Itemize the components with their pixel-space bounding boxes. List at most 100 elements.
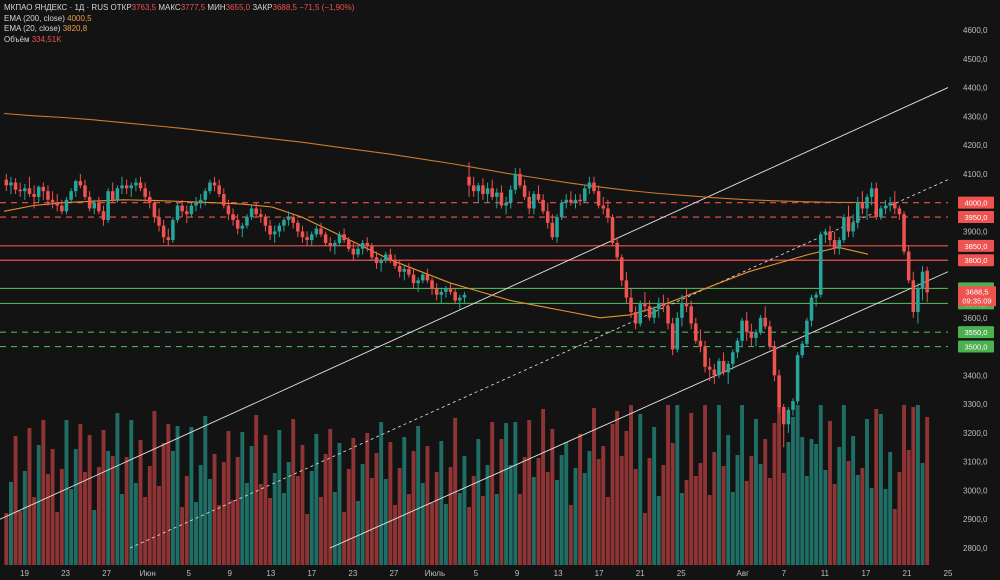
volume-bar [41, 420, 46, 565]
volume-bar [342, 512, 347, 565]
volume-bar [888, 452, 893, 565]
date-tick-label: Июн [140, 569, 156, 578]
candle-body [263, 217, 268, 226]
volume-bar [416, 426, 421, 565]
channel-upper-line [0, 87, 949, 520]
date-tick-label: 9 [228, 569, 233, 578]
volume-bar [457, 493, 462, 565]
ema20-row[interactable]: EMA (20, close) 3820,8 [4, 24, 88, 33]
candle-body [411, 274, 416, 284]
candle-body [171, 219, 175, 241]
candle-body [545, 211, 550, 223]
volume-bar [504, 423, 509, 565]
volume-bar [32, 497, 37, 565]
candle-body [421, 274, 425, 281]
candle-body [323, 234, 328, 243]
candle-body [527, 196, 531, 209]
candle-body [235, 219, 240, 229]
candle-body [916, 289, 920, 313]
volume-bar [823, 470, 828, 565]
candle-body [856, 202, 860, 223]
volume-bar [286, 462, 291, 565]
candle-body [657, 303, 661, 310]
open-value: 3763,5 [131, 3, 157, 12]
candle-body [485, 188, 490, 195]
volume-bar [231, 500, 236, 565]
candle-body [888, 202, 892, 206]
volume-bar [439, 441, 444, 565]
volume-bar [184, 476, 189, 565]
candle-body [342, 234, 346, 241]
volume-bar [578, 434, 583, 565]
candle-body [231, 214, 235, 220]
volume-bar [855, 475, 860, 565]
volume-bar [749, 456, 754, 565]
candle-body [522, 185, 527, 197]
price-tick-label: 3300,0 [963, 400, 988, 409]
candle-body [143, 188, 147, 197]
volume-bar [837, 447, 842, 565]
candle-body [744, 320, 749, 333]
candlesticks [4, 162, 929, 448]
candle-body [379, 260, 383, 264]
volume-bar [319, 497, 323, 565]
volume-row[interactable]: Объём 334,51K [4, 34, 62, 44]
volume-bar [624, 431, 629, 565]
ema200-row[interactable]: EMA (200, close) 4000,5 [4, 13, 92, 23]
candle-body [138, 182, 143, 189]
volume-bar [670, 443, 675, 565]
symbol-name[interactable]: МКПАО ЯНДЕКС · 1Д · RUS [4, 3, 109, 12]
date-tick-label: 9 [515, 569, 520, 578]
volume-bar [545, 472, 550, 565]
date-tick-label: 25 [944, 569, 953, 578]
candle-body [467, 176, 471, 186]
volume-bar [652, 427, 657, 565]
volume-bar [46, 474, 50, 565]
candle-body [115, 188, 120, 200]
candle-body [504, 202, 508, 206]
volume-bar [96, 467, 101, 565]
candle-body [434, 289, 439, 295]
candle-body [893, 202, 897, 209]
date-tick-label: 17 [307, 569, 316, 578]
candle-body [346, 240, 351, 249]
volume-bar [129, 420, 134, 565]
volume-bar [36, 445, 41, 565]
candle-body [78, 181, 83, 186]
volume-bar [675, 405, 680, 565]
volume-bar [740, 405, 745, 565]
volume-bar [485, 465, 490, 565]
price-tick-label: 2900,0 [963, 515, 988, 524]
volume-bar [499, 439, 504, 565]
candle-body [305, 237, 309, 241]
candle-body [476, 185, 481, 192]
level-badge-label: 4000,0 [965, 199, 988, 208]
candle-body [911, 280, 916, 313]
candle-body [259, 214, 263, 218]
volume-bar [536, 458, 541, 565]
candle-body [777, 375, 781, 407]
candle-body [559, 202, 564, 218]
volume-bar [92, 510, 97, 565]
candle-body [721, 360, 726, 373]
candle-body [161, 225, 166, 238]
volume-bar [795, 405, 800, 565]
volume-bar [235, 457, 240, 565]
candle-body [749, 332, 754, 338]
volume-bar [282, 493, 286, 565]
volume-bar [786, 442, 791, 565]
volume-bar [402, 437, 407, 565]
candle-body [87, 196, 92, 209]
candle-body [226, 205, 231, 215]
volume-bar [383, 479, 388, 565]
candle-body [180, 205, 184, 212]
volume-bar [832, 484, 837, 565]
candle-body [370, 245, 374, 258]
date-tick-label: 5 [186, 569, 191, 578]
date-tick-label: 21 [636, 569, 645, 578]
level-badge [958, 239, 994, 252]
candle-body [185, 211, 189, 215]
candle-body [425, 274, 430, 281]
time-axis[interactable]: 19 23 27 Июн 5 9 13 17 23 27 Июль 5 9 13 17 21 25 Авг 7 11 1… [20, 569, 953, 578]
